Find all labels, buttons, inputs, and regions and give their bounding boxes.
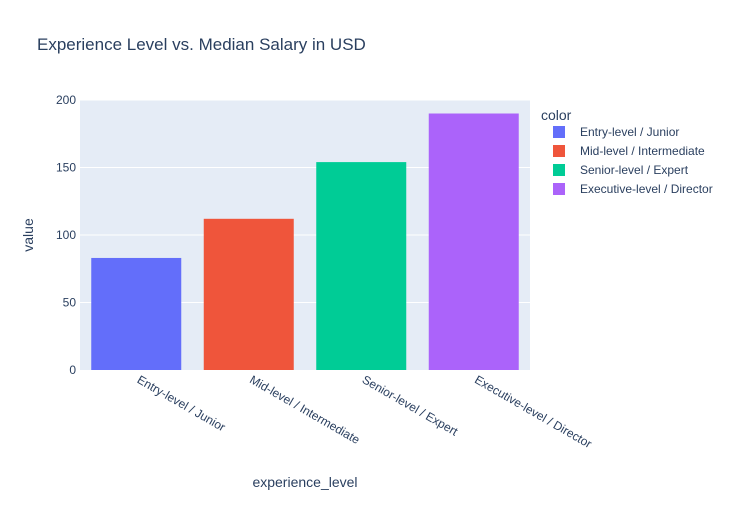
bar [316,162,407,370]
x-tick-label: Entry-level / Junior [135,372,228,434]
chart-title: Experience Level vs. Median Salary in US… [37,35,366,54]
legend-label: Senior-level / Expert [580,163,689,177]
x-axis-title: experience_level [252,474,357,490]
legend-label: Entry-level / Junior [580,125,679,139]
x-tick-label: Senior-level / Expert [360,372,461,438]
bar [91,257,182,370]
legend-swatch [553,145,565,157]
legend: color Entry-level / Junior Mid-level / In… [541,107,713,196]
legend-title: color [541,107,572,123]
y-tick-label: 100 [56,228,76,242]
y-tick-label: 50 [63,296,77,310]
legend-swatch [553,126,565,138]
legend-label: Executive-level / Director [580,182,713,196]
legend-label: Mid-level / Intermediate [580,144,705,158]
x-tick-label: Mid-level / Intermediate [247,372,362,447]
y-tick-label: 150 [56,161,76,175]
x-tick-label: Executive-level / Director [472,372,594,450]
bars [91,113,519,370]
y-axis-title: value [20,218,36,252]
x-tick-labels: Entry-level / Junior Mid-level / Intermed… [135,372,594,450]
y-tick-label: 0 [69,363,76,377]
y-tick-label: 200 [56,93,76,107]
y-tick-labels: 0 50 100 150 200 [56,93,76,377]
bar [428,113,519,370]
legend-swatch [553,164,565,176]
bar [203,218,294,370]
legend-swatch [553,183,565,195]
